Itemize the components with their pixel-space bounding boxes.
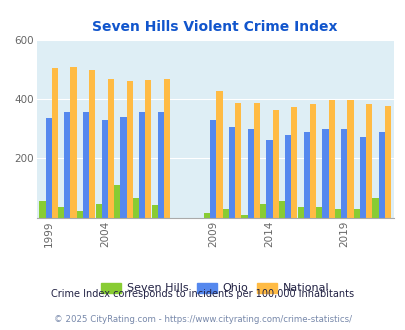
Bar [266, 140, 272, 218]
Bar [132, 198, 139, 218]
Bar [222, 210, 228, 218]
Bar [45, 118, 51, 218]
Bar [114, 185, 120, 218]
Bar [95, 204, 101, 218]
Text: © 2025 CityRating.com - https://www.cityrating.com/crime-statistics/: © 2025 CityRating.com - https://www.city… [54, 315, 351, 324]
Bar [328, 100, 334, 218]
Bar [77, 211, 83, 218]
Bar [260, 204, 266, 218]
Title: Seven Hills Violent Crime Index: Seven Hills Violent Crime Index [92, 20, 337, 34]
Bar [378, 132, 384, 218]
Bar [284, 135, 290, 218]
Bar [322, 129, 328, 218]
Bar [145, 80, 151, 218]
Bar [365, 104, 371, 218]
Bar [347, 100, 353, 218]
Bar [139, 112, 145, 218]
Bar [303, 132, 309, 218]
Bar [228, 127, 234, 218]
Bar [89, 70, 95, 218]
Bar [51, 68, 58, 218]
Bar [315, 207, 322, 218]
Bar [164, 79, 170, 218]
Bar [210, 120, 216, 218]
Bar [216, 91, 222, 218]
Bar [384, 106, 390, 218]
Bar [247, 129, 253, 218]
Bar [234, 103, 241, 218]
Bar [353, 210, 359, 218]
Bar [334, 209, 340, 218]
Legend: Seven Hills, Ohio, National: Seven Hills, Ohio, National [96, 278, 333, 298]
Bar [101, 120, 108, 218]
Bar [241, 215, 247, 218]
Bar [204, 214, 210, 218]
Bar [340, 129, 347, 218]
Bar [108, 79, 114, 218]
Bar [278, 201, 284, 218]
Bar [290, 107, 297, 218]
Bar [359, 137, 365, 218]
Bar [58, 207, 64, 218]
Bar [70, 67, 77, 218]
Bar [309, 104, 315, 218]
Text: Crime Index corresponds to incidents per 100,000 inhabitants: Crime Index corresponds to incidents per… [51, 289, 354, 299]
Bar [272, 110, 278, 218]
Bar [126, 81, 132, 218]
Bar [158, 112, 164, 218]
Bar [120, 117, 126, 218]
Bar [39, 201, 45, 218]
Bar [253, 103, 259, 218]
Bar [151, 205, 158, 218]
Bar [297, 208, 303, 218]
Bar [83, 112, 89, 218]
Bar [371, 199, 378, 218]
Bar [64, 112, 70, 218]
